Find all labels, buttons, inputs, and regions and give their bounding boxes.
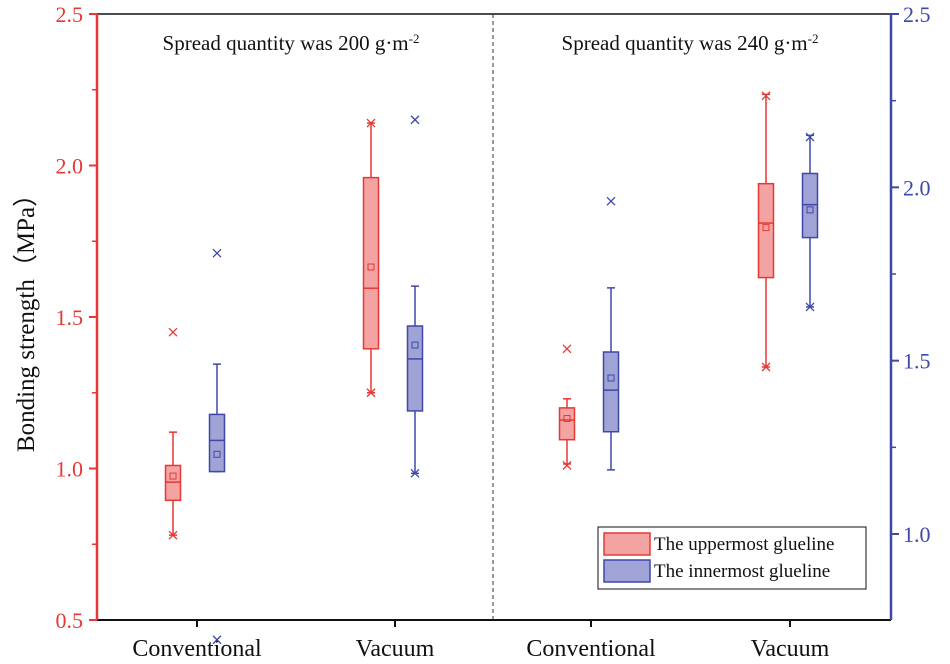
outlier-marker [410,115,420,125]
left-tick-label: 2.5 [56,2,84,27]
box-innermost [602,287,620,471]
outlier-stroke [212,635,222,645]
box-uppermost [757,93,775,368]
outlier-marker [606,196,616,206]
right-tick-label: 1.5 [903,349,931,374]
outlier-marker [805,302,815,312]
left-tick-label: 0.5 [56,608,84,633]
box-innermost [208,363,226,473]
outlier-stroke [366,388,376,398]
box-uppermost [362,122,380,394]
x-category-label: Vacuum [751,636,830,662]
legend-item: The innermost glueline [603,559,830,583]
box-uppermost [558,398,576,465]
mean-marker [169,472,177,480]
x-category-label: Vacuum [356,636,435,662]
mean-marker [762,224,770,232]
outlier-marker [366,118,376,128]
outlier-stroke [410,115,420,125]
box-rect [801,172,819,239]
outlier-stroke [761,91,771,101]
outlier-marker [366,388,376,398]
outlier-stroke [562,344,572,354]
left-tick-label: 1.0 [56,457,84,482]
right-tick-label: 1.0 [903,522,931,547]
outlier-stroke [805,132,815,142]
outlier-stroke [562,461,572,470]
outlier-marker [168,530,178,540]
outlier-stroke [168,530,178,540]
panel-title: Spread quantity was 240 g·m-2 [562,31,819,56]
box-rect [558,407,576,441]
mean-marker [367,263,375,271]
mean-marker [563,415,571,423]
legend-swatch [603,532,651,556]
legend-swatch [603,559,651,583]
left-tick-label: 1.5 [56,305,84,330]
outlier-stroke [606,196,616,206]
x-category-label: Conventional [132,636,262,662]
outlier-stroke [410,468,420,478]
outlier-stroke [761,362,771,372]
panel-title: Spread quantity was 200 g·m-2 [163,31,420,56]
box-innermost [406,285,424,475]
outlier-marker [761,362,771,372]
panel-title-superscript: -2 [808,31,819,46]
outlier-marker [562,461,572,470]
right-tick-label: 2.5 [903,2,931,27]
outlier-stroke [168,327,178,337]
legend-item: The uppermost glueline [603,532,834,556]
box-uppermost [164,431,182,536]
mean-marker [213,450,221,458]
mean-marker [607,374,615,382]
mean-marker [411,341,419,349]
left-tick-label: 2.0 [56,154,84,179]
outlier-stroke [212,248,222,258]
box-rect [164,464,182,502]
legend-label: The innermost glueline [654,561,830,582]
outlier-marker [562,344,572,354]
x-category-label: Conventional [526,636,656,662]
outlier-stroke [805,302,815,312]
outlier-marker [212,248,222,258]
outlier-marker [805,132,815,142]
outlier-marker [761,91,771,101]
legend: The uppermost glueline The innermost glue… [597,526,867,590]
outlier-stroke [366,118,376,128]
box-innermost [801,134,819,308]
legend-label: The uppermost glueline [654,534,834,555]
mean-marker [806,206,814,214]
right-tick-label: 2.0 [903,175,931,200]
box-rect [602,351,620,433]
outlier-marker [212,635,222,645]
box-rect [406,325,424,412]
outlier-marker [168,327,178,337]
box-rect [208,413,226,473]
panel-title-superscript: -2 [409,31,420,46]
outlier-marker [410,468,420,478]
y-axis-label: Bonding strength（MPa） [12,182,40,452]
box-rect [362,176,380,350]
